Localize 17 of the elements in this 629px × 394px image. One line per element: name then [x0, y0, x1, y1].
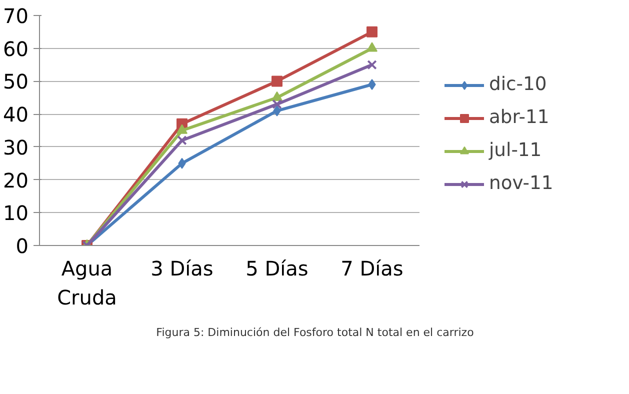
legend-label: dic-10 [489, 74, 547, 95]
x-tick-label: 5 Días [246, 256, 308, 280]
y-tick-label: 30 [3, 135, 29, 160]
y-tick-label: 60 [3, 36, 29, 61]
legend-label: jul-11 [489, 140, 542, 161]
y-tick-label: 0 [16, 234, 29, 258]
x-tick-label: Agua Cruda [57, 256, 117, 310]
y-tick-label: 40 [3, 102, 29, 127]
y-tick-label: 70 [3, 4, 29, 28]
x-tick-label: 3 Días [150, 256, 214, 280]
x-tick-label: 7 Días [340, 256, 404, 280]
text: Figura 5: Diminución del Fosforo total N total en el carrizo [156, 325, 474, 341]
y-tick-label: 50 [3, 70, 29, 94]
legend-label: abr-11 [489, 107, 550, 128]
legend-label: nov-11 [489, 173, 554, 194]
y-tick-label: 20 [3, 168, 29, 192]
y-tick-label: 10 [3, 201, 29, 226]
